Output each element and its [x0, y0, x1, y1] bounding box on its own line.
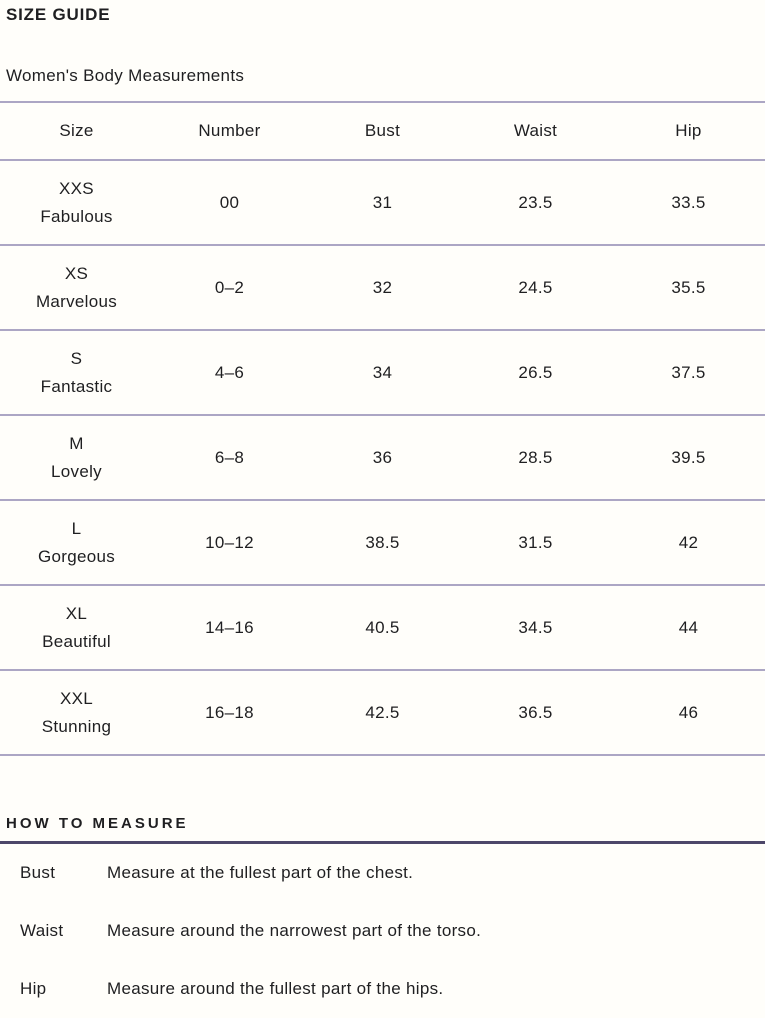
measure-row-hip: Hip Measure around the fullest part of t… [0, 960, 765, 1018]
size-table-head: Size Number Bust Waist Hip [0, 102, 765, 160]
waist-cell: 34.5 [518, 617, 553, 637]
size-nickname: Fantastic [40, 376, 113, 396]
size-cell: XS Marvelous [0, 245, 153, 330]
number-cell: 0–2 [214, 277, 245, 297]
bust-cell: 36 [372, 447, 393, 467]
hip-cell: 44 [678, 617, 699, 637]
size-table-body: XXS Fabulous 00 31 23.5 33.5 XS Marvelous 0–2 32 2… [0, 160, 765, 755]
page-title: SIZE GUIDE [6, 5, 111, 24]
bust-cell: 31 [372, 192, 393, 212]
size-code: XL [65, 603, 88, 623]
size-nickname: Gorgeous [37, 546, 116, 566]
table-subtitle: Women's Body Measurements [6, 66, 245, 85]
size-cell: XL Beautiful [0, 585, 153, 670]
bust-cell: 32 [372, 277, 393, 297]
size-table-row: L Gorgeous 10–12 38.5 31.5 42 [0, 500, 765, 585]
size-table-header-row: Size Number Bust Waist Hip [0, 102, 765, 160]
size-table-row: XL Beautiful 14–16 40.5 34.5 44 [0, 585, 765, 670]
waist-cell: 23.5 [518, 192, 553, 212]
measure-label: Waist [20, 921, 64, 940]
size-cell: M Lovely [0, 415, 153, 500]
size-code: XXS [59, 178, 94, 198]
hip-cell: 39.5 [671, 447, 706, 467]
column-header-size: Size [59, 121, 94, 140]
size-nickname: Marvelous [35, 291, 118, 311]
bust-cell: 34 [372, 362, 393, 382]
number-cell: 10–12 [205, 532, 254, 552]
bust-cell: 38.5 [365, 532, 400, 552]
measure-description: Measure around the fullest part of the h… [107, 979, 444, 998]
size-code: S [70, 348, 83, 368]
size-cell: S Fantastic [0, 330, 153, 415]
size-table-row: M Lovely 6–8 36 28.5 39.5 [0, 415, 765, 500]
bust-cell: 42.5 [365, 702, 400, 722]
number-cell: 00 [219, 192, 240, 212]
measure-row-bust: Bust Measure at the fullest part of the … [0, 844, 765, 902]
column-header-hip: Hip [675, 121, 702, 140]
measure-list: Bust Measure at the fullest part of the … [0, 844, 765, 1018]
number-cell: 16–18 [205, 702, 254, 722]
hip-cell: 37.5 [671, 362, 706, 382]
number-cell: 6–8 [214, 447, 245, 467]
measure-description: Measure around the narrowest part of the… [107, 921, 482, 940]
column-header-number: Number [198, 121, 261, 140]
hip-cell: 35.5 [671, 277, 706, 297]
size-nickname: Stunning [41, 716, 112, 736]
size-nickname: Lovely [51, 461, 102, 481]
measure-label: Hip [20, 979, 47, 998]
bust-cell: 40.5 [365, 617, 400, 637]
size-table-row: S Fantastic 4–6 34 26.5 37.5 [0, 330, 765, 415]
hip-cell: 33.5 [671, 192, 706, 212]
section-divider [0, 841, 765, 844]
size-code: XXL [59, 688, 94, 708]
measure-row-waist: Waist Measure around the narrowest part … [0, 902, 765, 960]
size-code: M [69, 433, 84, 453]
measure-label: Bust [20, 863, 56, 882]
number-cell: 14–16 [205, 617, 254, 637]
column-header-waist: Waist [513, 121, 558, 140]
size-nickname: Fabulous [40, 206, 113, 226]
size-cell: L Gorgeous [0, 500, 153, 585]
column-header-bust: Bust [364, 121, 401, 140]
size-table: Size Number Bust Waist Hip XXS Fabulous 00 31 23… [0, 101, 765, 756]
waist-cell: 36.5 [518, 702, 553, 722]
size-cell: XXS Fabulous [0, 160, 153, 245]
hip-cell: 42 [678, 532, 699, 552]
how-to-measure-heading: HOW TO MEASURE [6, 815, 189, 832]
size-code: L [71, 518, 82, 538]
measure-description: Measure at the fullest part of the chest… [107, 863, 414, 882]
hip-cell: 46 [678, 702, 699, 722]
number-cell: 4–6 [214, 362, 245, 382]
size-table-row: XXS Fabulous 00 31 23.5 33.5 [0, 160, 765, 245]
size-nickname: Beautiful [42, 631, 111, 651]
size-table-row: XXL Stunning 16–18 42.5 36.5 46 [0, 670, 765, 755]
size-table-row: XS Marvelous 0–2 32 24.5 35.5 [0, 245, 765, 330]
waist-cell: 24.5 [518, 277, 553, 297]
waist-cell: 31.5 [518, 532, 553, 552]
waist-cell: 28.5 [518, 447, 553, 467]
size-cell: XXL Stunning [0, 670, 153, 755]
size-code: XS [64, 263, 89, 283]
waist-cell: 26.5 [518, 362, 553, 382]
